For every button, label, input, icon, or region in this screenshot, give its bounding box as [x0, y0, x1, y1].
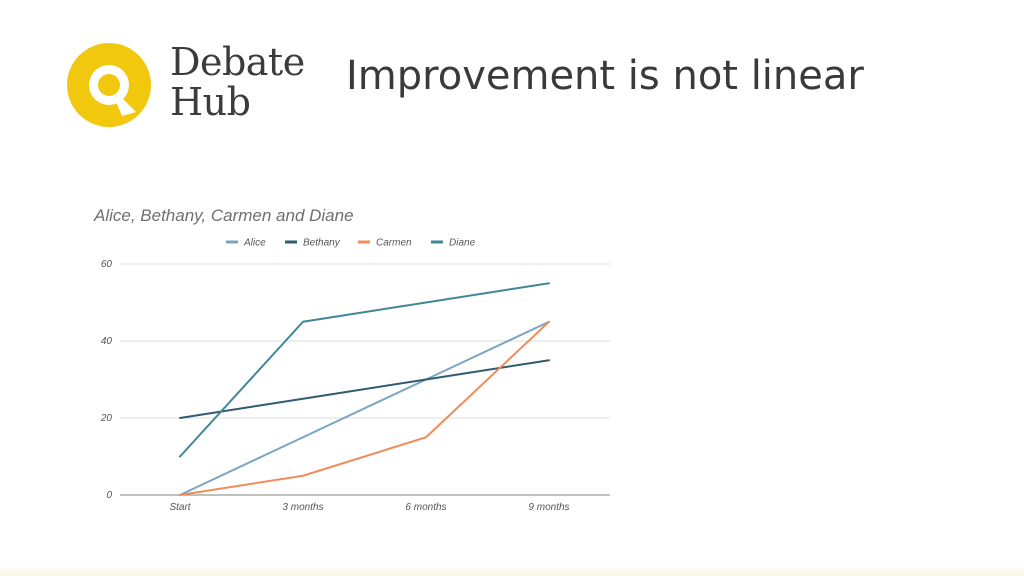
series-line-carmen: [179, 320, 550, 496]
legend-label: Alice: [243, 238, 266, 249]
y-tick-label: 0: [106, 490, 112, 501]
x-tick-label: 9 months: [528, 502, 569, 513]
legend-label: Diane: [449, 238, 476, 249]
chart-canvas: 0 20 40 60 Start 3 months 6 months 9 months Alic…: [100, 238, 610, 513]
legend-label: Carmen: [376, 238, 412, 249]
y-tick-label: 20: [100, 413, 113, 424]
logo-wordmark-line1: Debate: [170, 40, 305, 84]
series-line-bethany: [179, 359, 550, 419]
footer-band: [0, 562, 1024, 576]
logo-wordmark-line2: Hub: [170, 80, 251, 124]
line-chart: Alice, Bethany, Carmen and Diane 0 20 40 60…: [80, 196, 640, 526]
y-tick-label: 40: [101, 336, 113, 347]
x-tick-label: Start: [169, 502, 191, 513]
slide-title: Improvement is not linear: [346, 53, 864, 99]
y-tick-label: 60: [101, 259, 113, 270]
x-tick-label: 3 months: [282, 502, 323, 513]
legend-label: Bethany: [303, 238, 341, 249]
logo-wordmark: Debate Hub: [170, 42, 305, 122]
debate-hub-logo-icon: [67, 43, 151, 127]
chart-title: Alice, Bethany, Carmen and Diane: [94, 206, 354, 225]
series-line-alice: [179, 320, 550, 496]
x-tick-label: 6 months: [405, 502, 446, 513]
debate-hub-logo: Debate Hub: [66, 42, 316, 132]
series-line-diane: [179, 282, 550, 458]
